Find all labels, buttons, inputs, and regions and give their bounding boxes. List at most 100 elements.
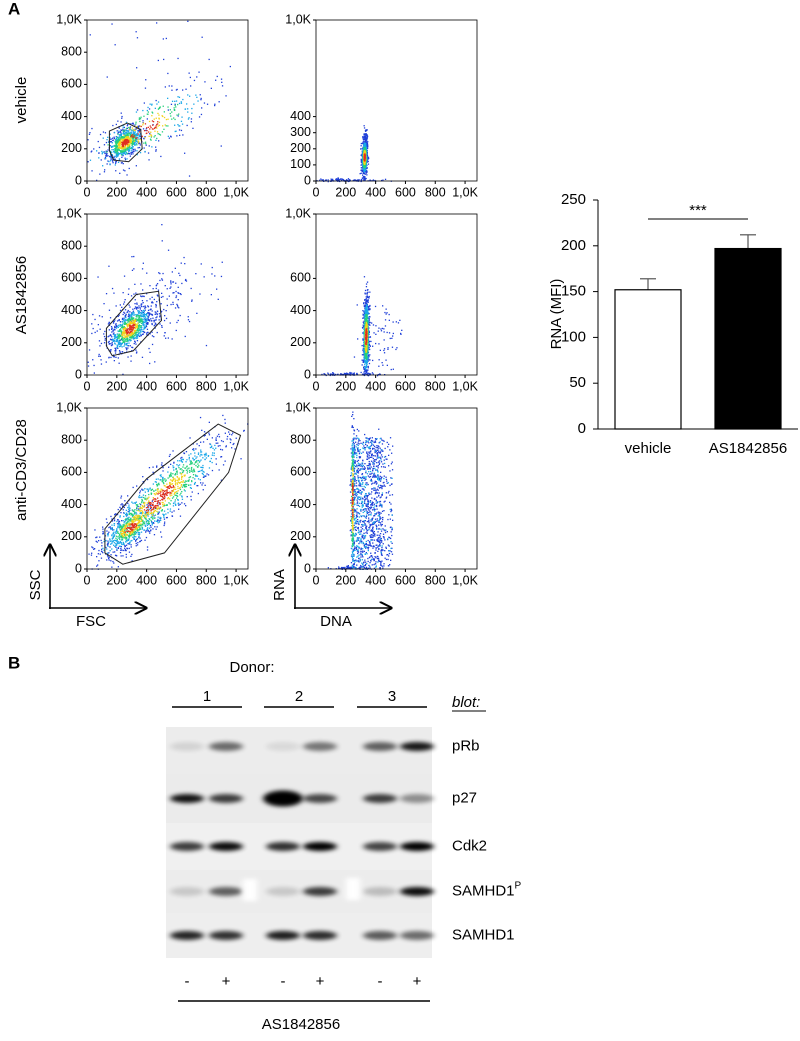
event-dot xyxy=(362,310,363,311)
event-dot xyxy=(122,504,123,505)
event-dot xyxy=(362,317,363,318)
event-dot xyxy=(365,307,366,308)
event-dot xyxy=(372,346,373,347)
event-dot xyxy=(137,538,138,539)
event-dot xyxy=(128,343,129,344)
event-dot xyxy=(199,116,200,117)
event-dot xyxy=(111,149,112,150)
event-dot xyxy=(130,329,131,330)
event-dot xyxy=(162,116,163,117)
event-dot xyxy=(136,513,137,514)
event-dot xyxy=(120,515,121,516)
event-dot xyxy=(178,115,179,116)
event-dot xyxy=(91,170,92,171)
event-dot xyxy=(366,283,367,284)
event-dot xyxy=(115,164,116,165)
event-dot xyxy=(113,552,114,553)
event-dot xyxy=(365,133,366,134)
event-dot xyxy=(154,119,155,120)
event-dot xyxy=(136,532,137,533)
event-dot xyxy=(139,135,140,136)
event-dot xyxy=(128,319,129,320)
event-dot xyxy=(146,488,147,489)
event-dot xyxy=(366,171,367,172)
event-dot xyxy=(127,324,128,325)
event-dot xyxy=(145,123,146,124)
event-dot xyxy=(384,339,385,340)
event-dot xyxy=(98,141,99,142)
event-dot xyxy=(163,106,164,107)
event-dot xyxy=(149,108,150,109)
event-dot xyxy=(195,95,196,96)
event-dot xyxy=(139,119,140,120)
event-dot xyxy=(161,327,162,328)
event-dot xyxy=(240,458,241,459)
event-dot xyxy=(130,519,131,520)
event-dot xyxy=(149,298,150,299)
event-dot xyxy=(139,495,140,496)
event-dot xyxy=(136,135,137,136)
y-tick-label: 200 xyxy=(290,335,311,349)
event-dot xyxy=(89,349,90,350)
flow-plots: 02004006008001,0K02004006008001,0K020040… xyxy=(56,12,478,587)
event-dot xyxy=(149,136,150,137)
event-dot xyxy=(127,507,128,508)
event-dot xyxy=(149,312,150,313)
event-dot xyxy=(194,452,195,453)
event-dot xyxy=(171,85,172,86)
event-dot xyxy=(203,441,204,442)
event-dot xyxy=(123,526,124,527)
event-dot xyxy=(128,334,129,335)
y-tick-label: 0 xyxy=(304,173,311,187)
event-dot xyxy=(147,305,148,306)
event-dot xyxy=(125,317,126,318)
event-dot xyxy=(167,73,168,74)
event-dot xyxy=(375,334,376,335)
event-dot xyxy=(138,142,139,143)
event-dot xyxy=(156,149,157,150)
event-dot xyxy=(167,509,168,510)
flow-plot: 02004006008001,0K02004006001,0K xyxy=(285,206,478,393)
event-dot xyxy=(123,333,124,334)
event-dot xyxy=(156,285,157,286)
event-dot xyxy=(132,313,133,314)
event-dot xyxy=(365,344,366,345)
event-dot xyxy=(117,153,118,154)
event-dot xyxy=(148,111,149,112)
event-dot xyxy=(216,458,217,459)
event-dot xyxy=(180,458,181,459)
event-dot xyxy=(145,525,146,526)
event-dot xyxy=(173,469,174,470)
event-dot xyxy=(164,320,165,321)
event-dot xyxy=(213,455,214,456)
event-dot xyxy=(118,153,119,154)
event-dot xyxy=(157,123,158,124)
event-dot xyxy=(125,518,126,519)
event-dot xyxy=(102,552,103,553)
event-dot xyxy=(133,151,134,152)
event-dot xyxy=(117,344,118,345)
event-dot xyxy=(135,131,136,132)
event-dot xyxy=(114,340,115,341)
event-dot xyxy=(170,115,171,116)
event-dot xyxy=(184,503,185,504)
event-dot xyxy=(175,297,176,298)
event-dot xyxy=(393,369,394,370)
x-tick-label: 600 xyxy=(395,379,416,393)
event-dot xyxy=(205,453,206,454)
event-dot xyxy=(362,178,363,179)
event-dot xyxy=(119,336,120,337)
event-dot xyxy=(130,132,131,133)
event-dot xyxy=(135,129,136,130)
event-dot xyxy=(100,554,101,555)
event-dot xyxy=(97,330,98,331)
event-dot xyxy=(115,334,116,335)
event-dot xyxy=(227,438,228,439)
event-dot xyxy=(370,337,371,338)
event-dot xyxy=(107,546,108,547)
event-dot xyxy=(143,319,144,320)
event-dot xyxy=(182,459,183,460)
event-dot xyxy=(161,303,162,304)
event-dot xyxy=(159,520,160,521)
event-dot xyxy=(198,452,199,453)
